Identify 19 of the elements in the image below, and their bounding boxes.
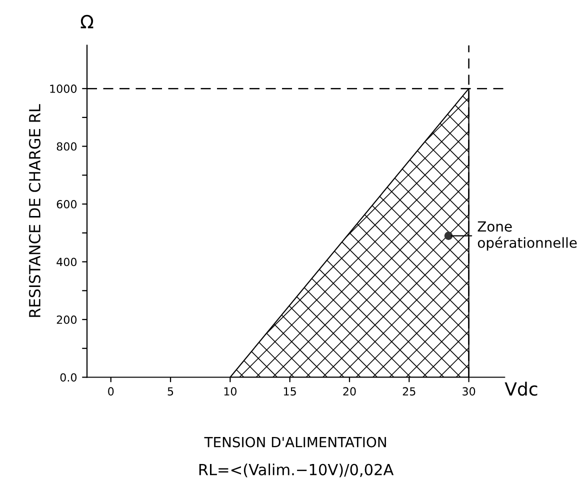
x-axis-title: TENSION D'ALIMENTATION [204, 436, 386, 448]
x-tick-label: 25 [402, 387, 416, 396]
y-tick-label: 200 [56, 315, 77, 324]
y-tick-label: 0.0 [60, 373, 77, 382]
y-tick-label: 1000 [50, 84, 77, 93]
x-tick-label: 30 [462, 387, 476, 396]
x-tick-label: 0 [108, 387, 114, 396]
text: Ω [80, 14, 94, 28]
text: Vdc [504, 382, 538, 396]
y-tick-label: 600 [56, 200, 77, 208]
y-tick-label: 800 [56, 142, 77, 151]
x-tick-label: 10 [224, 387, 237, 396]
annotation: Zone opérationnelle [478, 221, 577, 251]
y-tick-label: 400 [56, 258, 77, 266]
x-tick-label: 5 [168, 387, 174, 396]
text: RL=<(Valim.−10V)/0,02A [199, 464, 394, 478]
x-tick-label: 15 [284, 387, 296, 396]
x-tick-label: 20 [343, 387, 356, 396]
y-axis-title: RESISTANCE DE CHARGE RL [28, 104, 40, 317]
